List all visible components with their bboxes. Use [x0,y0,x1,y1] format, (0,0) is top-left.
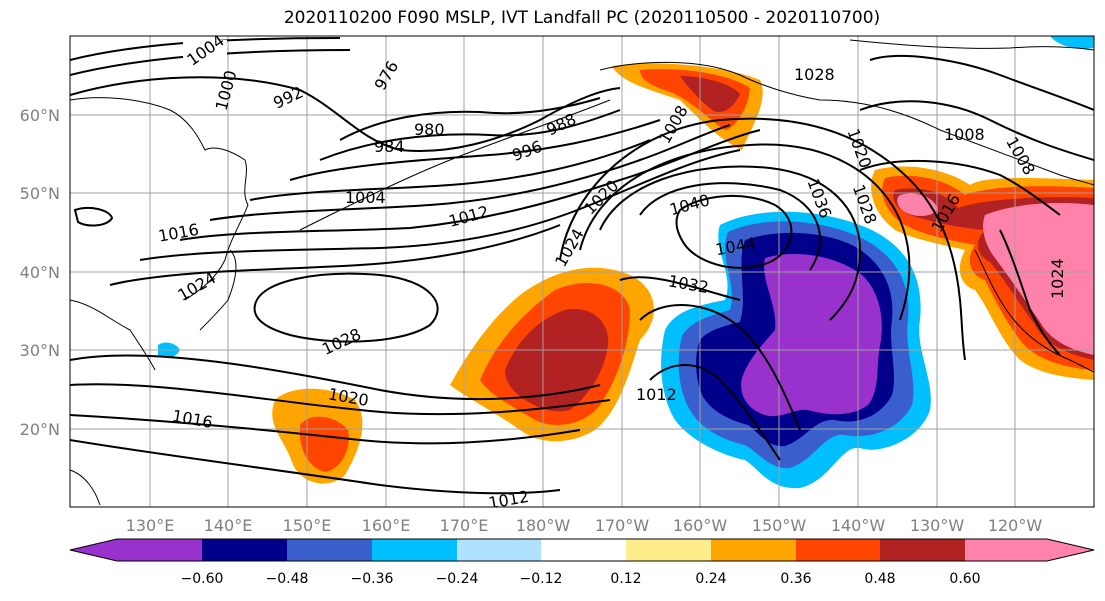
colorbar-tick-label: 0.48 [864,571,895,587]
colorbar-tick-label: 0.24 [695,571,726,587]
lat-tick-label: 60°N [20,106,60,125]
pos-blob-bering-max [680,76,740,113]
lon-tick-label: 130°W [910,516,965,535]
coast-philippines [70,469,101,506]
lon-tick-label: 160°W [673,516,728,535]
coast-arctic [849,39,1094,51]
colorbar-segment [457,539,541,561]
pos-blob-vancouver [897,193,938,216]
colorbar-tick-label: −0.36 [351,571,394,587]
high-1044 [675,195,793,269]
lon-tick-label: 170°E [440,516,489,535]
map-area: 1004 1000 992 976 980 984 988 996 1008 1… [70,36,1094,513]
pos-blob-dateline-core [505,309,609,412]
lon-tick-label: 150°E [283,516,332,535]
colorbar-segment [372,539,457,561]
coast-alaska [599,61,1094,186]
contour-label: 1004 [345,188,386,207]
contour-label: 1012 [487,487,530,513]
lon-tick-label: 140°E [204,516,253,535]
lon-tick-label: 150°W [752,516,807,535]
colorbar-segment [880,539,965,561]
contour-label: 1024 [1048,258,1067,299]
contour-label: 1012 [636,385,677,404]
lat-tick-label: 50°N [20,184,60,203]
colorbar-segment [541,539,626,561]
contour-label: 1008 [944,125,985,144]
lon-tick-label: 160°E [362,516,411,535]
colorbar-segment [117,539,202,561]
lon-tick-label: 130°E [126,516,175,535]
colorbar-segment [287,539,372,561]
colorbar-extend-low [70,539,117,561]
coast-asia-north [70,97,249,206]
pos-blob-westcoast-max [983,203,1094,355]
coast-china [70,299,156,371]
colorbar-tick-label: 0.12 [610,571,641,587]
colorbar-segment [796,539,880,561]
pos-blob-subtropics-core [299,416,349,472]
lat-tick-label: 30°N [20,341,60,360]
lat-tick-label: 20°N [20,420,60,439]
lon-axis: 130°E 140°E 150°E 160°E 170°E 180°W 170°… [126,516,1043,535]
contour-label: 1028 [794,65,835,84]
high-1028-west [253,272,439,343]
colorbar-tick-label: −0.60 [181,571,224,587]
lat-axis: 60°N 50°N 40°N 30°N 20°N [20,106,60,439]
contour-label: 980 [414,120,445,139]
colorbar-outline [69,538,1095,562]
colorbar-tick-label: −0.12 [520,571,563,587]
coastlines [70,39,1094,506]
colorbar-tick-label: −0.48 [266,571,309,587]
lon-tick-label: 170°W [595,516,650,535]
colorbar-tick-label: 0.36 [780,571,811,587]
coast-na-west [974,249,1094,373]
map-title: 2020110200 F090 MSLP, IVT Landfall PC (2… [283,8,881,28]
contour-label: 984 [374,137,405,156]
lon-tick-label: 140°W [831,516,886,535]
colorbar: −0.60 −0.48 −0.36 −0.24 −0.12 0.12 0.24 … [69,538,1095,587]
colorbar-segment [711,539,796,561]
colorbar-segment [965,539,1047,561]
coast-korea-japan [184,204,249,331]
lon-tick-label: 120°W [988,516,1043,535]
colorbar-extend-high [1047,539,1094,561]
coast-aleutians [299,99,611,231]
colorbar-tick-label: 0.60 [949,571,980,587]
colorbar-segment [626,539,711,561]
neg-blob-arctic [1050,36,1094,49]
lat-tick-label: 40°N [20,263,60,282]
lon-tick-label: 180°W [516,516,571,535]
map-frame [69,35,1095,508]
mslp-contours [70,37,1094,495]
colorbar-tick-label: −0.24 [436,571,479,587]
colorbar-segment [202,539,287,561]
